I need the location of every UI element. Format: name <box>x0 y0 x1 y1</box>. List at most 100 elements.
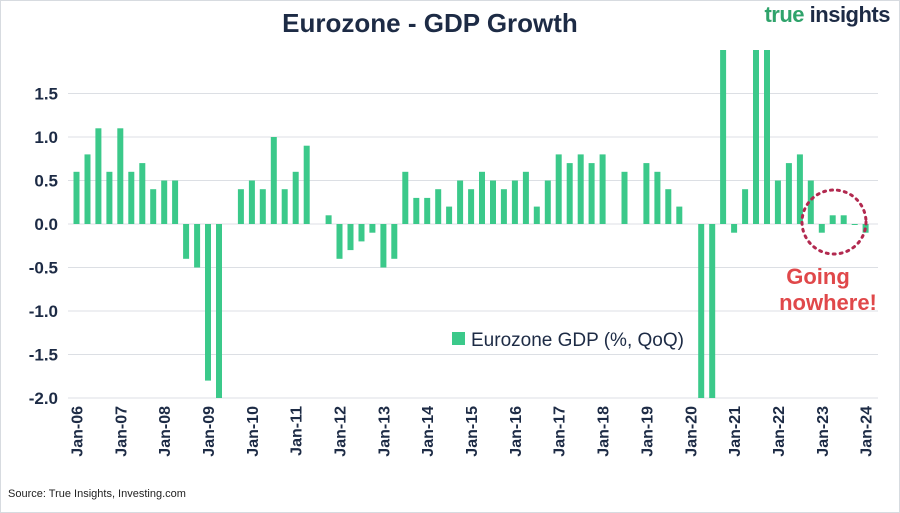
y-tick-label: 0.0 <box>34 215 58 234</box>
brand-logo: true insights <box>764 2 890 28</box>
gdp-bar <box>117 128 124 224</box>
x-tick-label: Jan-20 <box>683 406 700 457</box>
x-tick-label: Jan-08 <box>157 406 174 457</box>
gdp-bar <box>194 224 201 268</box>
gdp-bar <box>742 189 749 224</box>
gdp-bar <box>479 171 485 224</box>
x-tick-label: Jan-14 <box>420 406 437 457</box>
gdp-bar <box>818 224 825 233</box>
x-tick-label: Jan-15 <box>464 406 481 457</box>
gdp-bar <box>566 163 573 224</box>
x-tick-label: Jan-19 <box>639 406 656 457</box>
gdp-bar <box>347 224 354 251</box>
gdp-bar <box>139 163 146 224</box>
gdp-bar <box>807 180 814 224</box>
gdp-bar <box>588 163 595 224</box>
gdp-bar <box>851 224 858 225</box>
gdp-bar <box>358 224 365 242</box>
gdp-bar <box>468 189 475 224</box>
y-tick-label: 1.0 <box>34 128 58 147</box>
gdp-bar <box>829 215 836 224</box>
gdp-bar <box>325 215 332 224</box>
legend-label: Eurozone GDP (%, QoQ) <box>471 330 684 351</box>
x-tick-label: Jan-06 <box>70 406 87 457</box>
legend-swatch <box>452 332 465 345</box>
gdp-bar <box>84 154 91 224</box>
y-tick-label: 0.5 <box>34 172 58 191</box>
x-tick-label: Jan-18 <box>596 406 613 457</box>
gdp-bar <box>654 171 661 224</box>
gdp-bar <box>380 224 387 268</box>
gdp-bar <box>435 189 442 224</box>
x-tick-label: Jan-17 <box>552 406 569 457</box>
x-tick-label: Jan-13 <box>376 406 393 457</box>
gdp-bar <box>511 180 518 224</box>
gdp-bar <box>665 189 672 224</box>
gdp-bar <box>292 171 299 224</box>
gdp-bar <box>205 224 211 381</box>
gdp-bar <box>106 171 113 224</box>
gdp-bar <box>522 171 529 224</box>
gdp-bar <box>391 224 398 259</box>
gdp-bar <box>248 180 255 224</box>
gdp-bar <box>643 163 650 224</box>
gdp-bar <box>764 50 770 224</box>
gdp-bar <box>446 206 453 224</box>
gdp-bar <box>457 180 464 224</box>
y-tick-label: -2.0 <box>29 389 58 408</box>
x-tick-label: Jan-21 <box>727 406 744 457</box>
gdp-bar <box>840 215 847 224</box>
gdp-bar <box>128 171 135 224</box>
gdp-bar <box>555 154 562 224</box>
legend: Eurozone GDP (%, QoQ) <box>452 330 684 351</box>
gdp-bar <box>500 189 507 224</box>
gdp-bar <box>259 189 266 224</box>
chart-title: Eurozone - GDP Growth <box>282 8 578 38</box>
gdp-bar <box>599 154 606 224</box>
gdp-bar <box>303 145 310 224</box>
x-tick-label: Jan-12 <box>333 406 350 457</box>
gdp-bar <box>73 171 80 224</box>
x-tick-label: Jan-11 <box>289 406 306 456</box>
gdp-bar <box>336 224 343 259</box>
gdp-bar <box>544 180 551 224</box>
highlight-circle <box>800 188 868 256</box>
gdp-bar <box>731 224 738 233</box>
gdp-bar <box>369 224 376 233</box>
y-tick-label: -1.5 <box>29 346 58 365</box>
y-tick-label: 1.5 <box>34 85 58 104</box>
gdp-bar <box>796 154 803 224</box>
x-tick-label: Jan-09 <box>201 406 218 457</box>
gdp-bar <box>95 128 102 224</box>
y-tick-label: -1.0 <box>29 302 58 321</box>
gdp-bar <box>698 224 705 398</box>
gdp-bar <box>774 180 781 224</box>
brand-word-insights: insights <box>809 2 891 27</box>
gdp-bar <box>490 180 496 224</box>
x-tick-label: Jan-24 <box>859 406 876 457</box>
annotation-line-2: nowhere! <box>779 290 877 315</box>
brand-word-true: true <box>764 2 805 27</box>
gdp-bar <box>161 180 168 224</box>
gdp-bar <box>709 224 716 398</box>
y-tick-label: -0.5 <box>29 259 58 278</box>
gdp-bar <box>753 50 759 224</box>
x-axis-labels: Jan-06 Jan-07 Jan-08 Jan-09 Jan-10 Jan-11 Jan-… <box>70 406 876 457</box>
y-axis-labels: 1.5 1.0 0.5 0.0 -0.5 -1.0 -1.5 -2.0 <box>29 85 58 409</box>
gdp-bar <box>533 206 540 224</box>
x-tick-label: Jan-23 <box>815 406 832 457</box>
gdp-bar <box>172 180 179 224</box>
gdp-bar <box>183 224 190 259</box>
gdp-bar <box>720 50 727 224</box>
annotation-line-1: Going <box>786 264 850 289</box>
gdp-bar <box>270 137 277 224</box>
gdp-bar <box>413 197 420 224</box>
x-tick-label: Jan-07 <box>113 406 130 457</box>
source-note: Source: True Insights, Investing.com <box>8 488 186 500</box>
gdp-bar <box>281 189 288 224</box>
gdp-bar <box>621 171 628 224</box>
gdp-bar <box>424 197 431 224</box>
bar-series <box>73 50 869 398</box>
gdp-bar <box>676 206 683 224</box>
